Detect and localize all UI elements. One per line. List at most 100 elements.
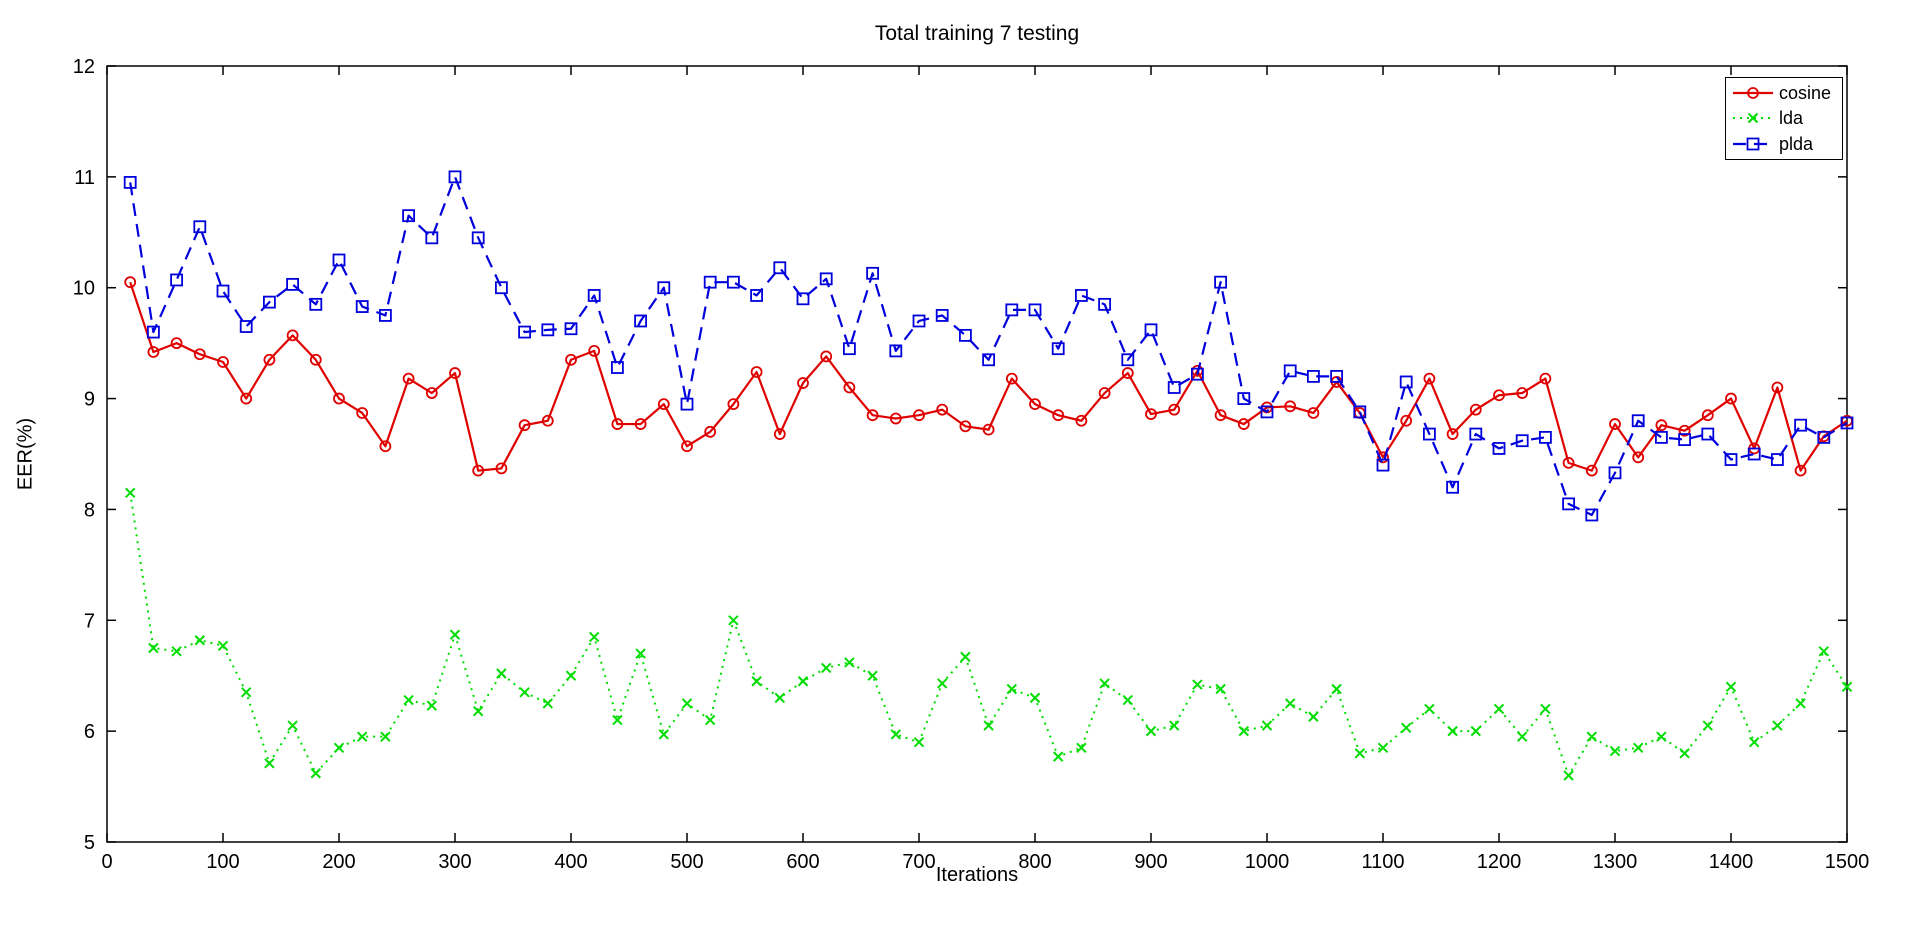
series-markers-plda [123, 170, 1854, 522]
marker-x [1656, 731, 1667, 742]
marker-square [1399, 375, 1413, 389]
marker-square [146, 325, 160, 339]
series-line-lda [129, 492, 1848, 777]
marker-x [1377, 742, 1389, 753]
marker-circle [193, 348, 206, 361]
x-tick-label: 1500 [1825, 851, 1870, 873]
marker-square [494, 281, 508, 295]
marker-x [1725, 681, 1737, 693]
marker-circle [866, 409, 879, 422]
marker-square [819, 272, 833, 286]
marker-circle [1747, 86, 1759, 99]
y-tick-label: 5 [84, 832, 95, 854]
marker-square [1167, 381, 1181, 394]
marker-square [332, 253, 346, 267]
marker-circle [843, 381, 856, 394]
marker-square [355, 300, 369, 313]
marker-x [1284, 698, 1296, 709]
marker-circle [820, 350, 833, 363]
marker-circle [797, 377, 809, 389]
legend-entry-lda: lda [1731, 106, 1837, 130]
marker-circle [1771, 381, 1784, 394]
marker-x [124, 487, 136, 499]
marker-circle [959, 420, 972, 433]
marker-square [1051, 342, 1065, 356]
marker-x [1586, 731, 1598, 742]
marker-square [1005, 303, 1019, 317]
marker-square [1376, 458, 1390, 472]
marker-x [217, 640, 229, 651]
y-tick-label: 9 [84, 389, 95, 411]
x-tick-label: 100 [206, 851, 239, 873]
marker-circle [1237, 418, 1250, 430]
marker-circle [1098, 387, 1111, 399]
marker-circle [657, 398, 670, 411]
marker-x [1702, 720, 1714, 731]
marker-square [634, 314, 647, 328]
marker-x [844, 657, 855, 668]
marker-circle [240, 392, 253, 405]
marker-circle [889, 412, 902, 425]
marker-square [912, 314, 926, 328]
marker-square [216, 284, 230, 298]
marker-x [1516, 731, 1528, 742]
marker-x [1540, 703, 1551, 715]
marker-x [1772, 720, 1783, 731]
x-tick-label: 300 [438, 851, 471, 873]
series-cosine [124, 276, 1853, 477]
marker-square [1075, 289, 1088, 302]
marker-circle [588, 345, 601, 357]
marker-circle [356, 407, 369, 419]
series-line-plda [129, 175, 1848, 517]
marker-x [960, 651, 971, 663]
marker-x [310, 768, 322, 779]
marker-square [1423, 427, 1436, 441]
marker-circle [147, 346, 160, 358]
marker-circle [1493, 389, 1505, 402]
legend-sample-marker [1747, 86, 1759, 99]
marker-square [448, 170, 462, 184]
marker-square [378, 309, 392, 322]
marker-square [1237, 392, 1251, 405]
marker-square [1771, 453, 1784, 466]
marker-x [472, 705, 484, 717]
marker-x [936, 678, 948, 689]
marker-x [1168, 720, 1180, 731]
marker-square [1260, 405, 1274, 419]
y-tick-label: 12 [73, 56, 95, 78]
marker-x [1192, 679, 1203, 690]
marker-square [1747, 447, 1761, 461]
chart-title: Total training 7 testing [874, 22, 1080, 45]
marker-square [982, 353, 995, 367]
marker-x [240, 687, 252, 698]
marker-x [1748, 737, 1760, 748]
marker-square [611, 361, 624, 374]
x-tick-label: 800 [1018, 851, 1051, 873]
marker-x [658, 729, 670, 740]
marker-circle [1121, 367, 1134, 379]
marker-square [889, 344, 903, 358]
marker-square [1446, 480, 1459, 494]
series-line-cosine [129, 281, 1848, 472]
marker-square [1469, 427, 1483, 441]
marker-square [262, 295, 276, 309]
marker-square [1678, 433, 1691, 446]
marker-x [1076, 742, 1087, 753]
marker-x [380, 731, 391, 742]
marker-square [1701, 427, 1715, 441]
marker-x [287, 720, 298, 731]
marker-square [471, 231, 485, 245]
marker-x [774, 692, 786, 704]
marker-square [239, 320, 253, 333]
marker-circle [1794, 464, 1807, 477]
marker-circle [1075, 414, 1088, 427]
marker-x [519, 687, 530, 698]
marker-x [403, 694, 414, 706]
marker-circle [750, 366, 763, 378]
x-tick-label: 1100 [1361, 851, 1404, 873]
marker-square [286, 277, 300, 291]
marker-x [1145, 725, 1157, 737]
marker-circle [1469, 403, 1482, 416]
x-tick-label: 600 [786, 851, 819, 873]
